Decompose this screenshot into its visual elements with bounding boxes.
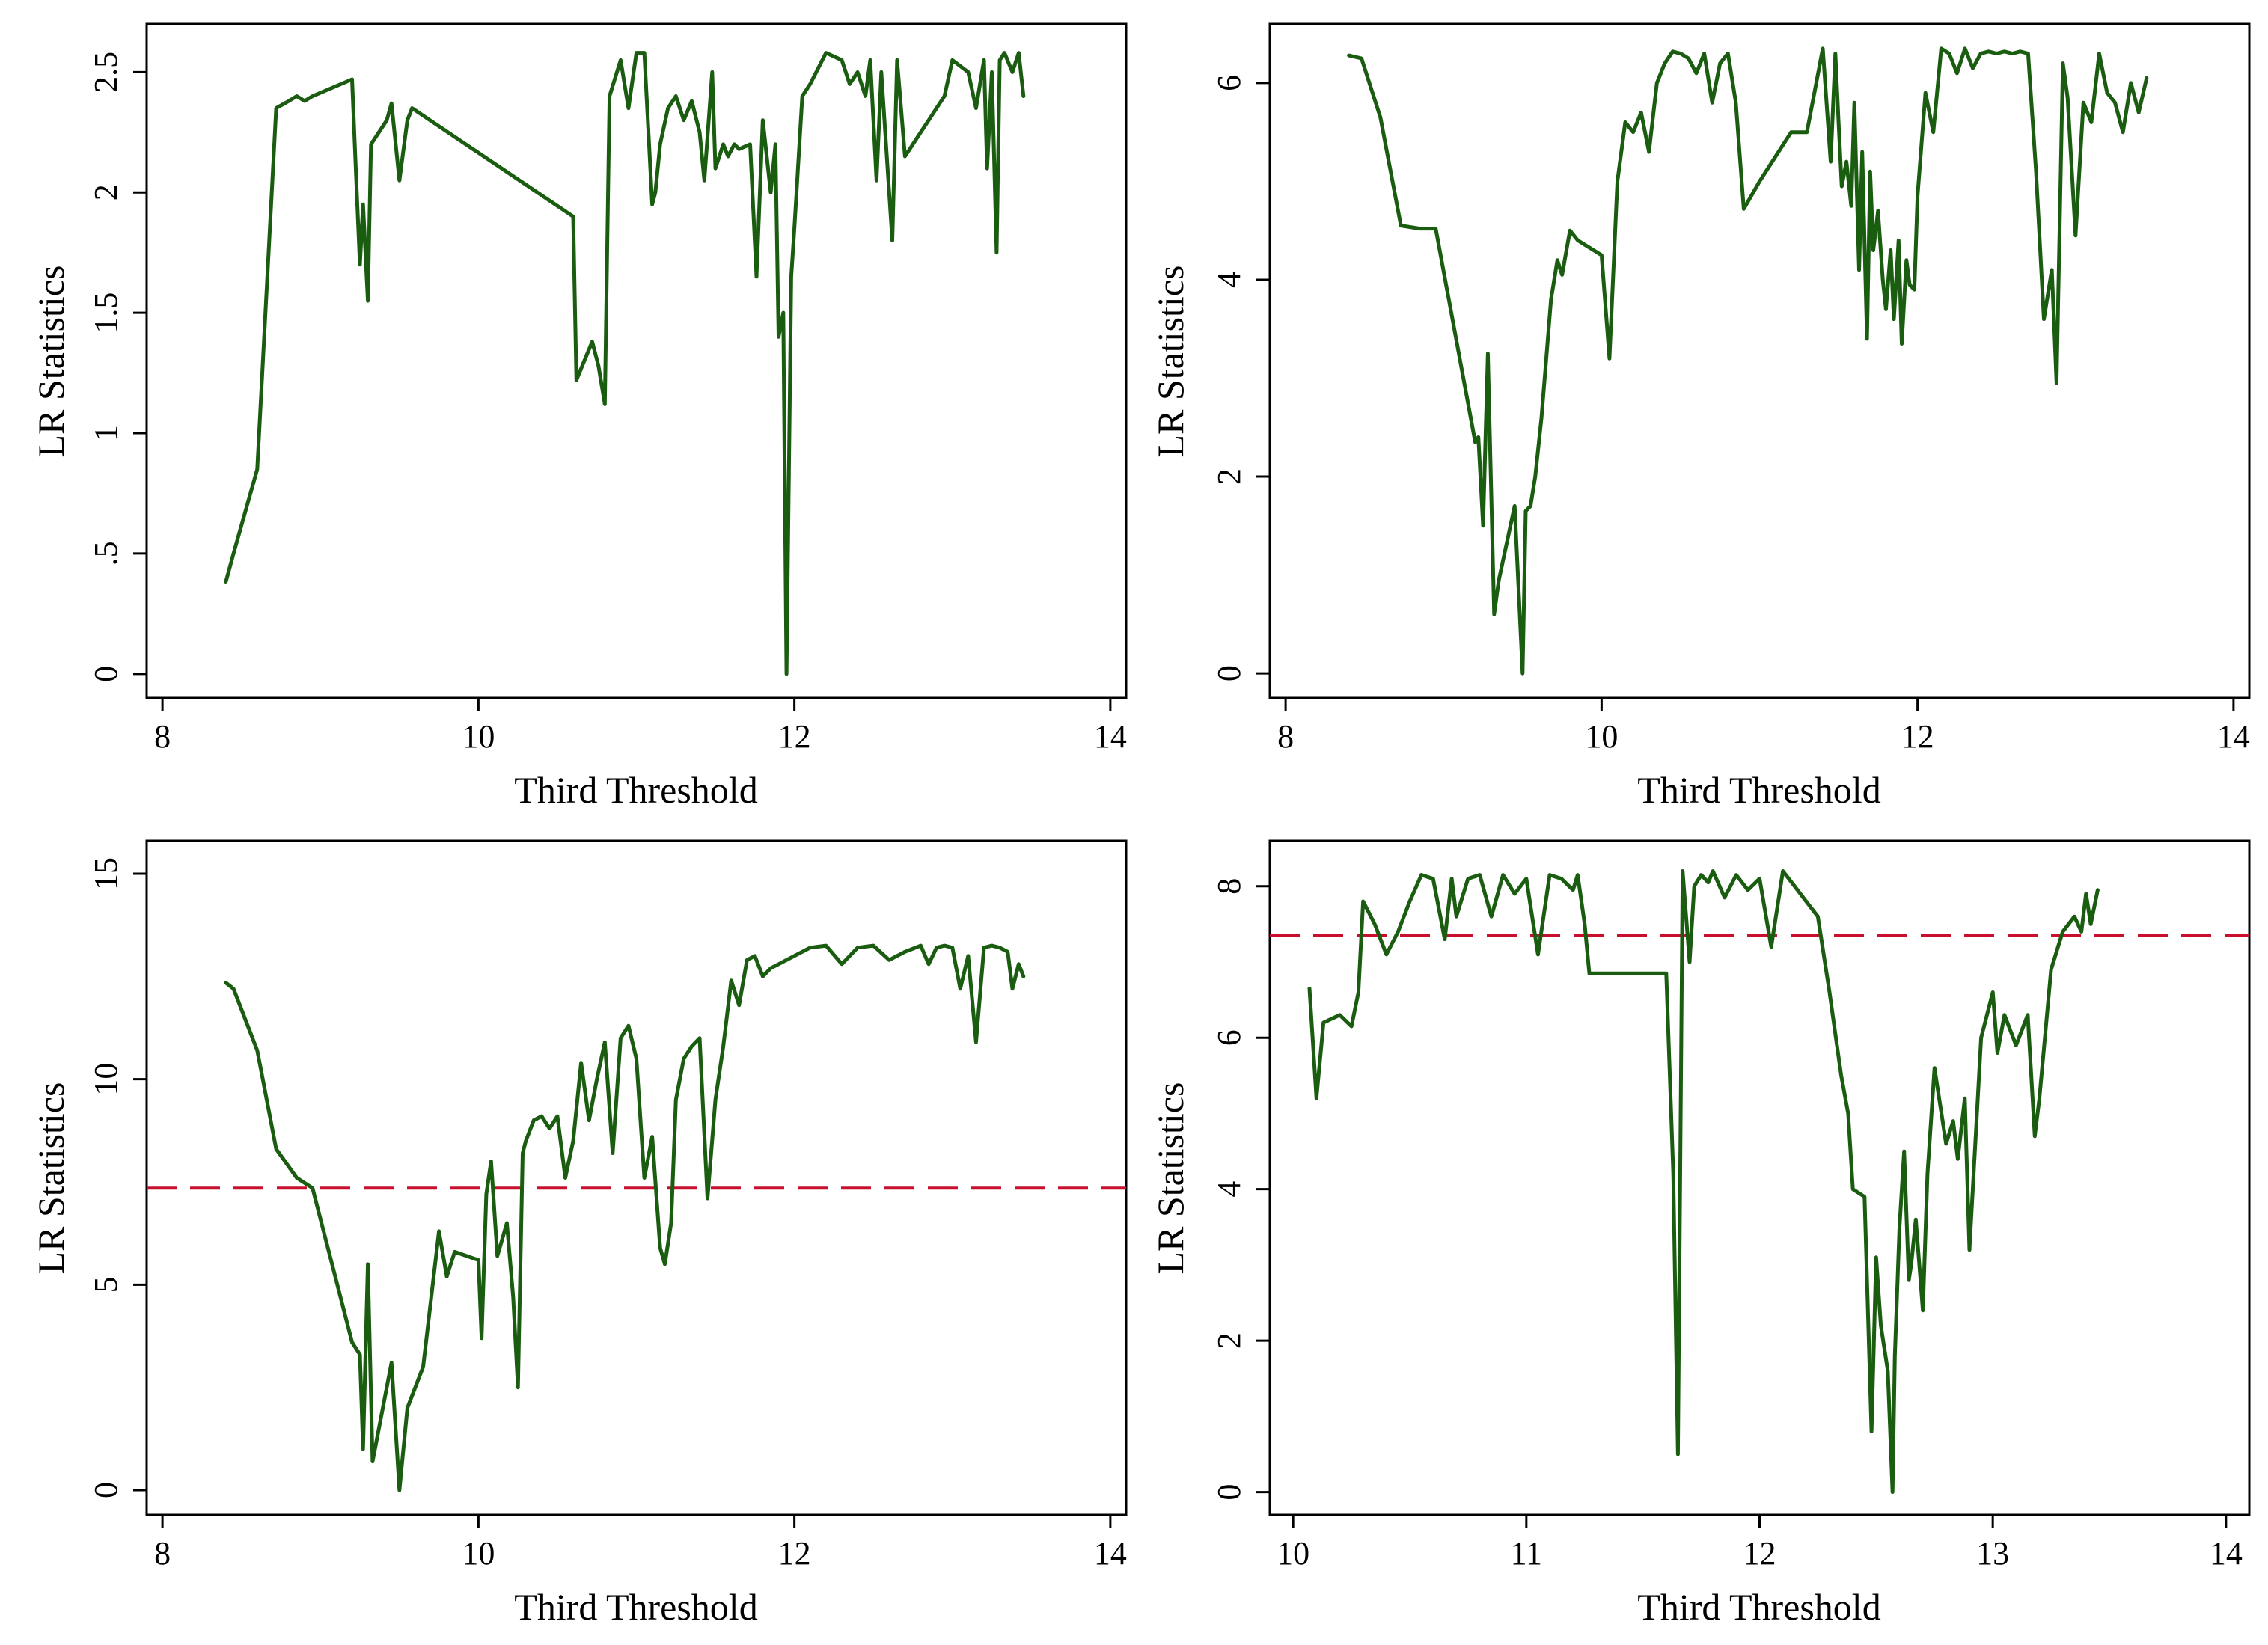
y-tick-label: 2.5	[88, 52, 124, 93]
y-tick-label: 5	[88, 1276, 124, 1293]
x-tick-label: 12	[1901, 718, 1934, 755]
series-layer	[1347, 46, 2149, 676]
y-axis-title: LR Statistics	[30, 1082, 72, 1275]
x-ticks: 8 10 12 14	[154, 698, 1127, 755]
x-ticks: 8 10 12 14	[154, 1515, 1127, 1572]
y-tick-label: 2	[1211, 1332, 1247, 1349]
x-tick-label: 14	[1094, 718, 1127, 755]
x-tick-label: 14	[2210, 1535, 2243, 1572]
x-ticks: 8 10 12 14	[1277, 698, 2250, 755]
x-tick-label: 12	[778, 718, 811, 755]
x-tick-label: 11	[1511, 1535, 1542, 1572]
x-tick-label: 12	[778, 1535, 811, 1572]
y-ticks: 0 5 10 15	[88, 857, 147, 1498]
x-axis-title: Third Threshold	[514, 769, 757, 811]
lr-series-line	[1347, 46, 2149, 676]
x-axis-title: Third Threshold	[514, 1586, 757, 1628]
y-axis-title: LR Statistics	[1149, 1082, 1191, 1275]
y-ticks: 0 2 4 6	[1211, 75, 1270, 681]
series-layer	[224, 51, 1026, 676]
y-tick-label: 0	[88, 1482, 124, 1498]
plot-frame	[1268, 22, 2251, 699]
x-tick-label: 10	[1277, 1535, 1309, 1572]
panel-bottom-left: 8 10 12 14 0 5 10 15 Third Threshold LR Statis…	[30, 839, 1128, 1628]
y-tick-label: 0	[1211, 1484, 1247, 1501]
x-tick-label: 10	[1585, 718, 1618, 755]
lr-series-line	[224, 943, 1026, 1492]
y-tick-label: 2	[1211, 468, 1247, 485]
plot-frame	[145, 839, 1128, 1516]
y-axis-title: LR Statistics	[1149, 266, 1191, 458]
x-tick-label: 13	[1976, 1535, 2009, 1572]
y-tick-label: 6	[1211, 75, 1247, 91]
y-tick-label: 10	[88, 1063, 124, 1096]
x-tick-label: 14	[1094, 1535, 1127, 1572]
panel-top-left: 8 10 12 14 0 .5 1 1.5 2 2.5 Third Threshold LR S…	[30, 22, 1128, 811]
panel-top-right: 8 10 12 14 0 2 4 6 Third Threshold LR Statisti…	[1149, 22, 2251, 811]
x-tick-label: 12	[1743, 1535, 1776, 1572]
y-tick-label: 2	[88, 184, 124, 200]
lr-series-line	[224, 51, 1026, 676]
y-tick-label: 4	[1211, 1181, 1247, 1198]
x-ticks: 10 11 12 13 14	[1277, 1515, 2243, 1572]
y-tick-label: .5	[88, 541, 124, 566]
y-tick-label: 4	[1211, 272, 1247, 288]
x-tick-label: 8	[1277, 718, 1294, 755]
y-tick-label: 15	[88, 857, 124, 890]
y-ticks: 0 .5 1 1.5 2 2.5	[88, 52, 147, 682]
lr-series-line	[1307, 869, 2100, 1495]
panel-bottom-right: 10 11 12 13 14 0 2 4 6 8 Third Threshold LR Stat…	[1149, 839, 2251, 1628]
y-tick-label: 0	[1211, 665, 1247, 681]
y-tick-label: 1.5	[88, 292, 124, 334]
y-tick-label: 1	[88, 425, 124, 441]
x-tick-label: 8	[154, 718, 171, 755]
x-axis-title: Third Threshold	[1637, 1586, 1880, 1628]
y-tick-label: 6	[1211, 1029, 1247, 1046]
y-ticks: 0 2 4 6 8	[1211, 878, 1270, 1501]
x-tick-label: 10	[462, 718, 495, 755]
y-axis-title: LR Statistics	[30, 266, 72, 458]
y-tick-label: 8	[1211, 878, 1247, 895]
x-tick-label: 14	[2217, 718, 2250, 755]
series-layer	[224, 943, 1026, 1492]
x-tick-label: 10	[462, 1535, 495, 1572]
series-layer	[1307, 869, 2100, 1495]
plot-frame	[145, 22, 1128, 699]
x-axis-title: Third Threshold	[1637, 769, 1880, 811]
x-tick-label: 8	[154, 1535, 171, 1572]
y-tick-label: 0	[88, 666, 124, 682]
